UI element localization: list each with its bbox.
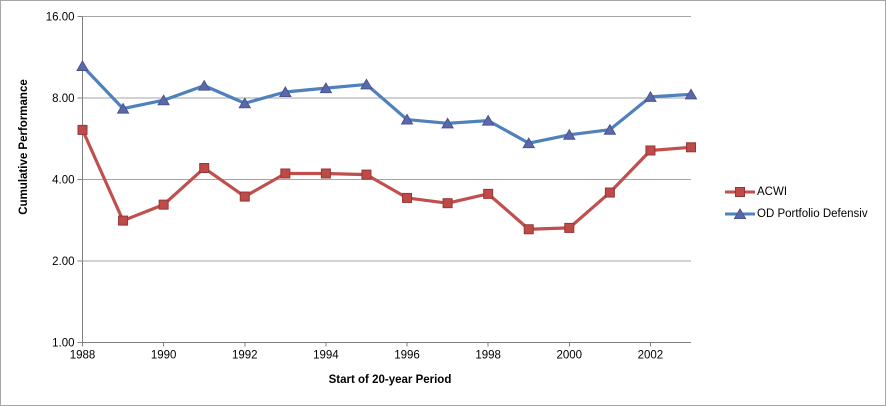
marker-square [442,198,453,209]
marker-triangle [400,113,414,125]
marker-square [320,168,331,179]
series-acwi [77,124,696,235]
legend-label-acwi: ACWI [757,186,788,198]
legend-swatch-triangle-icon [725,208,755,219]
marker-square [239,191,250,202]
legend-item-acwi: ACWI [725,184,868,200]
marker-square [402,192,413,203]
x-tick-label: 2000 [557,350,583,362]
marker-triangle [441,117,454,129]
series-line-acwi [80,128,693,231]
marker-triangle [360,78,373,90]
x-axis-title: Start of 20-year Period [328,374,452,386]
series-line-od-portfolio-defensiv [80,64,693,145]
marker-triangle [481,114,495,126]
marker-square [564,222,575,233]
marker-square [645,145,656,156]
marker-triangle [522,137,536,149]
y-tick-label: 8.00 [52,93,74,105]
marker-square [686,142,696,153]
y-tick-label: 2.00 [52,256,74,268]
x-tick-label: 1992 [232,350,258,362]
y-axis-title: Cumulative Performance [18,79,30,215]
legend: ACWI OD Portfolio Defensiv [725,184,868,222]
x-tick-label: 1990 [151,350,177,362]
y-tick-label: 1.00 [52,338,74,350]
marker-square [361,169,372,180]
y-tick-label: 16.00 [46,12,75,24]
series-od-portfolio-defensiv [76,60,698,149]
marker-square [483,188,494,199]
marker-triangle [278,85,292,97]
x-tick-label: 1998 [475,350,501,362]
x-tick-label: 1994 [313,350,339,362]
y-tick-label: 4.00 [52,175,74,187]
marker-triangle [684,88,698,100]
marker-triangle [644,90,657,102]
marker-triangle [562,128,576,140]
marker-triangle [76,60,89,72]
marker-square [280,168,291,179]
x-tick-label: 1996 [394,350,420,362]
marker-triangle [238,97,252,109]
x-tick-label: 2002 [638,350,664,362]
legend-item-od-portfolio-defensiv: OD Portfolio Defensiv [725,206,868,222]
marker-triangle [197,79,211,91]
marker-square [199,163,210,174]
x-tick-label: 1988 [70,350,96,362]
marker-square [523,224,534,235]
marker-triangle [116,102,130,114]
marker-triangle [319,82,333,94]
marker-square [158,199,169,210]
marker-triangle [603,123,617,135]
marker-triangle [157,94,171,106]
marker-square [118,215,129,226]
legend-swatch-square-icon [725,187,755,197]
legend-label-od-portfolio-defensiv: OD Portfolio Defensiv [757,208,868,220]
marker-square [77,124,88,135]
marker-square [604,187,615,198]
